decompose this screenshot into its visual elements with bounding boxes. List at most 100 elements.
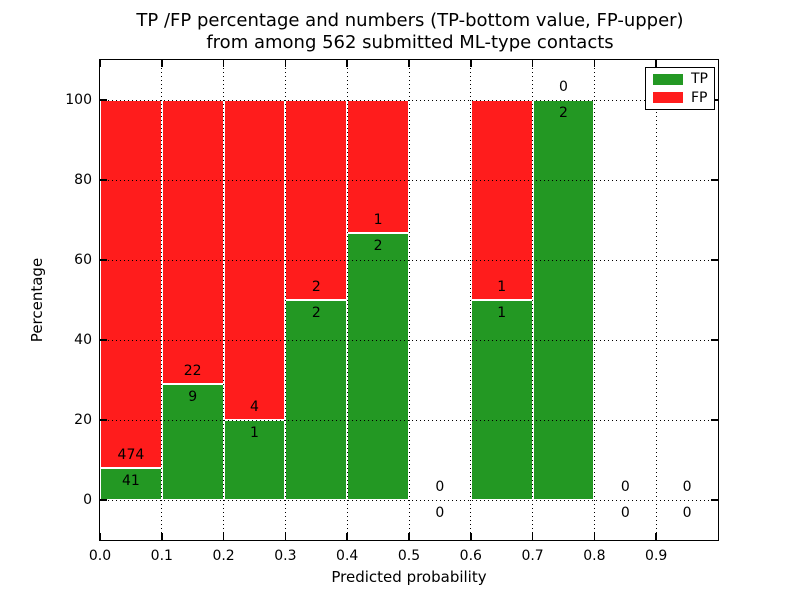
bar-count-label-tp: 41 bbox=[121, 473, 140, 490]
bar-segment-tp bbox=[100, 468, 162, 500]
v-gridline bbox=[223, 60, 225, 540]
x-tick-label: 0.1 bbox=[150, 548, 173, 564]
bar-segment-tp bbox=[347, 233, 409, 500]
x-tick-mark bbox=[161, 533, 163, 540]
legend-entry-fp: FP bbox=[653, 91, 714, 105]
legend-layer: TP FP bbox=[100, 60, 718, 540]
bar-count-label-fp: 1 bbox=[373, 212, 383, 229]
legend-label-fp: FP bbox=[691, 89, 708, 106]
bar-segment-fp bbox=[347, 100, 409, 234]
x-tick-mark-top bbox=[284, 60, 287, 67]
bar-count-label-tp: 0 bbox=[620, 505, 630, 521]
y-tick-labels: 0 20 40 60 80 100 bbox=[65, 60, 718, 540]
legend: TP FP bbox=[645, 67, 715, 110]
x-tick-label: 0.4 bbox=[336, 548, 359, 564]
x-tick-mark bbox=[655, 533, 657, 540]
bar-segment-tp bbox=[285, 300, 348, 500]
x-tick-mark-top bbox=[346, 60, 348, 67]
bars-layer bbox=[100, 60, 718, 540]
x-tick-mark bbox=[222, 533, 225, 540]
bar-segment-fp bbox=[100, 100, 162, 469]
x-tick-mark-top bbox=[655, 60, 657, 67]
tick-marks-layer bbox=[99, 60, 718, 540]
v-gridline bbox=[655, 60, 657, 540]
legend-entry-tp: TP bbox=[653, 72, 714, 86]
v-gridline bbox=[346, 60, 348, 540]
y-tick-label: 60 bbox=[74, 252, 92, 268]
x-tick-mark-top bbox=[531, 60, 534, 67]
y-tick-label: 0 bbox=[83, 492, 92, 508]
y-tick-mark bbox=[100, 259, 107, 261]
x-axis-label: Predicted probability bbox=[331, 568, 487, 586]
bar-count-label-tp: 1 bbox=[497, 305, 507, 321]
bar-count-label-tp: 2 bbox=[311, 305, 321, 321]
bar-count-label-tp: 1 bbox=[250, 425, 259, 441]
x-tick-mark bbox=[99, 533, 101, 540]
chart-title-line2: from among 562 submitted ML-type contact… bbox=[206, 32, 614, 53]
chart-title-line1: TP /FP percentage and numbers (TP-bottom… bbox=[136, 10, 684, 31]
bar-count-label-tp: 0 bbox=[435, 505, 445, 521]
x-tick-mark bbox=[531, 533, 534, 540]
chart-title: TP /FP percentage and numbers (TP-bottom… bbox=[101, 10, 719, 54]
v-gridline bbox=[408, 60, 410, 540]
y-tick-mark bbox=[100, 499, 107, 501]
y-tick-mark-right bbox=[711, 419, 718, 421]
bar-count-label-tp: 2 bbox=[559, 105, 568, 121]
bar-segment-tp bbox=[223, 420, 286, 500]
y-axis-label: Percentage bbox=[28, 257, 46, 343]
x-tick-mark-top bbox=[593, 60, 596, 67]
x-tick-mark-top bbox=[161, 60, 163, 67]
legend-label-tp: TP bbox=[691, 71, 708, 88]
legend-swatch-tp bbox=[653, 73, 683, 85]
x-tick-label: 0.9 bbox=[645, 548, 668, 564]
bar-count-label-fp: 0 bbox=[559, 79, 568, 95]
y-tick-label: 80 bbox=[74, 172, 92, 188]
x-tick-mark-top bbox=[99, 60, 101, 67]
x-tick-mark bbox=[346, 533, 348, 540]
y-tick-label: 100 bbox=[65, 92, 92, 108]
v-gridline bbox=[470, 60, 472, 540]
bin-labels-layer: 474 41 22 9 4 1 2 2 1 2 0 0 1 1 0 2 0 0 0 0 bbox=[100, 60, 718, 540]
x-tick-mark-top bbox=[470, 60, 472, 67]
y-tick-mark-right bbox=[711, 499, 718, 501]
x-tick-mark bbox=[408, 533, 410, 540]
bar-count-label-fp: 1 bbox=[497, 279, 507, 295]
x-tick-mark-top bbox=[408, 60, 410, 67]
v-gridline bbox=[532, 60, 534, 540]
x-tick-label: 0.5 bbox=[397, 548, 421, 564]
x-tick-label: 0.7 bbox=[521, 548, 544, 564]
x-tick-label: 0.0 bbox=[88, 548, 112, 564]
x-tick-label: 0.3 bbox=[274, 548, 297, 564]
bar-count-label-tp: 9 bbox=[188, 388, 198, 405]
x-tick-labels: 0.0 0.1 0.2 0.3 0.4 0.5 0.6 0.7 0.8 0.9 bbox=[89, 60, 718, 564]
y-tick-mark-right bbox=[711, 339, 718, 341]
bar-count-label-tp: 2 bbox=[373, 238, 383, 255]
bar-count-label-fp: 474 bbox=[117, 447, 145, 464]
bar-count-label-fp: 22 bbox=[183, 362, 202, 379]
x-tick-mark bbox=[284, 533, 287, 540]
y-tick-mark bbox=[100, 339, 107, 341]
y-tick-mark bbox=[100, 179, 107, 181]
y-tick-label: 40 bbox=[74, 332, 92, 348]
grid-layer bbox=[100, 60, 718, 540]
bar-segment-tp bbox=[470, 300, 533, 500]
bar-count-label-fp: 2 bbox=[311, 279, 321, 295]
bar-count-label-tp: 0 bbox=[682, 505, 692, 521]
y-tick-mark-right bbox=[711, 259, 718, 261]
y-tick-mark bbox=[100, 99, 107, 101]
x-tick-label: 0.8 bbox=[583, 548, 606, 564]
x-tick-mark bbox=[470, 533, 472, 540]
bar-count-label-fp: 0 bbox=[620, 479, 630, 495]
x-tick-mark-top bbox=[222, 60, 225, 67]
y-tick-label: 20 bbox=[74, 412, 92, 428]
y-tick-mark bbox=[100, 419, 107, 421]
x-tick-label: 0.2 bbox=[212, 548, 235, 564]
v-gridline bbox=[593, 60, 595, 540]
bar-count-label-fp: 0 bbox=[682, 479, 692, 495]
y-tick-mark-right bbox=[711, 179, 718, 181]
x-tick-label: 0.6 bbox=[459, 548, 482, 564]
v-gridline bbox=[161, 60, 163, 540]
bar-count-label-fp: 4 bbox=[250, 399, 259, 415]
v-gridline bbox=[284, 60, 286, 540]
